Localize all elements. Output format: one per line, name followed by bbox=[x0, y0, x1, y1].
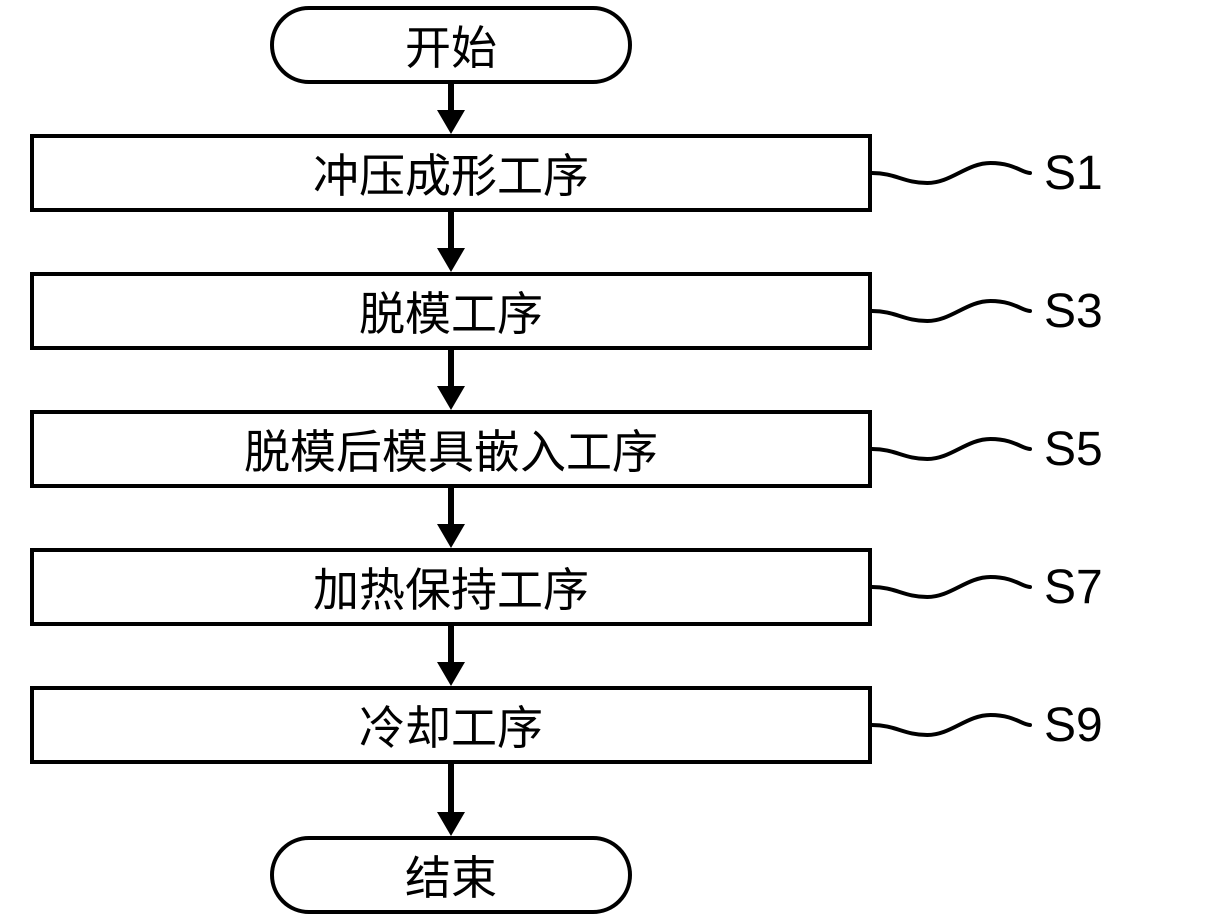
connector-s9 bbox=[872, 711, 1030, 739]
step-label-s3: S3 bbox=[1044, 284, 1103, 339]
end-terminator-text: 结束 bbox=[405, 842, 497, 908]
connector-s3 bbox=[872, 297, 1030, 325]
process-step-s3: 脱模工序 bbox=[30, 272, 872, 350]
process-step-s3-text: 脱模工序 bbox=[359, 278, 543, 344]
arrow-s9-end bbox=[435, 764, 467, 836]
start-terminator-text: 开始 bbox=[405, 12, 497, 78]
end-terminator: 结束 bbox=[270, 836, 632, 914]
process-step-s9: 冷却工序 bbox=[30, 686, 872, 764]
arrow-start-s1 bbox=[435, 84, 467, 134]
step-label-s1: S1 bbox=[1044, 146, 1103, 201]
connector-s5 bbox=[872, 435, 1030, 463]
arrow-s5-s7 bbox=[435, 488, 467, 548]
connector-s7 bbox=[872, 573, 1030, 601]
process-step-s5: 脱模后模具嵌入工序 bbox=[30, 410, 872, 488]
flowchart-canvas: 开始结束 冲压成形工序 S1 脱模工序 S3 脱模后模具嵌入工序 S5 加热保持工序 S7 冷却工… bbox=[0, 0, 1223, 921]
arrow-s7-s9 bbox=[435, 626, 467, 686]
process-step-s7: 加热保持工序 bbox=[30, 548, 872, 626]
connector-s1 bbox=[872, 159, 1030, 187]
step-label-s5: S5 bbox=[1044, 422, 1103, 477]
process-step-s5-text: 脱模后模具嵌入工序 bbox=[244, 416, 658, 482]
arrow-s3-s5 bbox=[435, 350, 467, 410]
process-step-s1: 冲压成形工序 bbox=[30, 134, 872, 212]
process-step-s7-text: 加热保持工序 bbox=[313, 554, 589, 620]
step-label-s9: S9 bbox=[1044, 698, 1103, 753]
process-step-s9-text: 冷却工序 bbox=[359, 692, 543, 758]
start-terminator: 开始 bbox=[270, 6, 632, 84]
arrow-s1-s3 bbox=[435, 212, 467, 272]
process-step-s1-text: 冲压成形工序 bbox=[313, 140, 589, 206]
step-label-s7: S7 bbox=[1044, 560, 1103, 615]
